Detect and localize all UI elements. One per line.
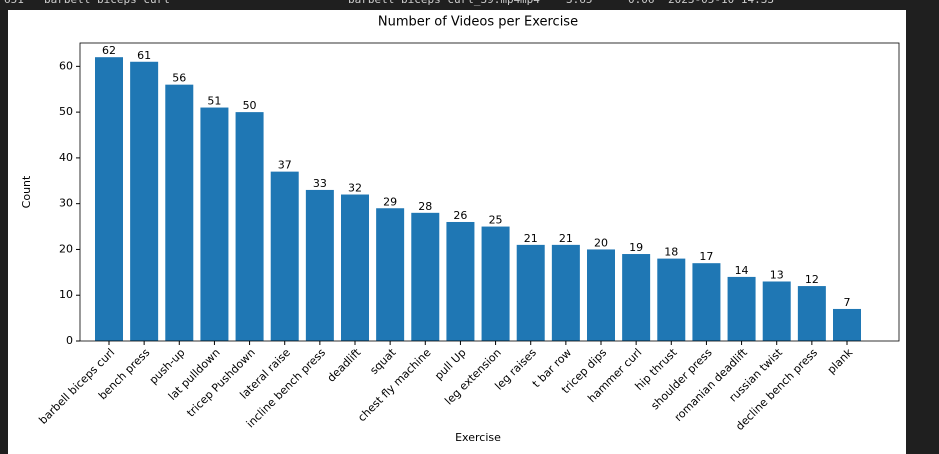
bar xyxy=(446,221,475,341)
y-tick-label: 40 xyxy=(59,151,73,164)
bar xyxy=(200,107,229,341)
value-label: 28 xyxy=(418,200,432,213)
row-cell: 3.65 xyxy=(566,0,593,6)
bar xyxy=(270,171,299,341)
y-tick-label: 60 xyxy=(59,59,73,72)
plot-frame xyxy=(79,42,900,342)
x-axis-label: Exercise xyxy=(455,431,501,444)
value-label: 14 xyxy=(735,264,749,277)
value-label: 20 xyxy=(594,236,608,249)
notebook-row: 651 barbell biceps curl barbell biceps cur… xyxy=(0,0,939,7)
bar xyxy=(95,57,123,341)
bar xyxy=(727,276,756,341)
bar xyxy=(551,244,580,341)
bar xyxy=(657,258,686,341)
bar xyxy=(587,249,615,341)
bar xyxy=(622,254,651,341)
value-label: 56 xyxy=(172,72,186,85)
value-label: 21 xyxy=(559,232,573,245)
row-cell: barbell biceps curl xyxy=(44,0,170,6)
value-label: 29 xyxy=(383,195,397,208)
row-cell: barbell biceps curl_39.mp4 xyxy=(348,0,520,6)
y-tick-label: 0 xyxy=(66,334,73,347)
y-tick-label: 50 xyxy=(59,105,73,118)
bar xyxy=(516,244,545,341)
bar xyxy=(411,212,440,341)
value-label: 17 xyxy=(699,250,713,263)
value-label: 37 xyxy=(278,159,292,172)
value-label: 19 xyxy=(629,241,643,254)
row-cell: mp4 xyxy=(520,0,540,6)
chart-title: Number of Videos per Exercise xyxy=(378,15,578,30)
bar xyxy=(235,112,264,341)
value-label: 62 xyxy=(102,44,116,57)
bar xyxy=(797,286,826,341)
value-label: 26 xyxy=(453,209,467,222)
value-label: 21 xyxy=(524,232,538,245)
bar xyxy=(130,61,159,342)
value-label: 13 xyxy=(770,268,784,281)
y-tick-label: 10 xyxy=(59,288,73,301)
value-label: 51 xyxy=(207,95,221,108)
bar xyxy=(305,189,334,341)
y-axis-label: Count xyxy=(20,175,33,208)
y-tick-label: 20 xyxy=(59,242,73,255)
bar xyxy=(341,194,369,341)
bar xyxy=(762,281,791,341)
value-label: 50 xyxy=(243,99,257,112)
row-cell: 651 xyxy=(4,0,24,6)
value-label: 18 xyxy=(664,246,678,259)
bar xyxy=(833,308,861,341)
bar xyxy=(165,84,194,341)
value-label: 33 xyxy=(313,177,327,190)
value-label: 61 xyxy=(137,49,151,62)
bar xyxy=(692,263,721,341)
row-cell: 0.06 xyxy=(628,0,655,6)
bar xyxy=(376,208,405,341)
row-cell: 2023-05-10 14:33 xyxy=(668,0,774,6)
value-label: 25 xyxy=(489,214,503,227)
value-label: 32 xyxy=(348,182,362,195)
value-label: 7 xyxy=(844,296,851,309)
value-label: 12 xyxy=(805,273,819,286)
y-tick-label: 30 xyxy=(59,197,73,210)
bar xyxy=(481,226,510,341)
